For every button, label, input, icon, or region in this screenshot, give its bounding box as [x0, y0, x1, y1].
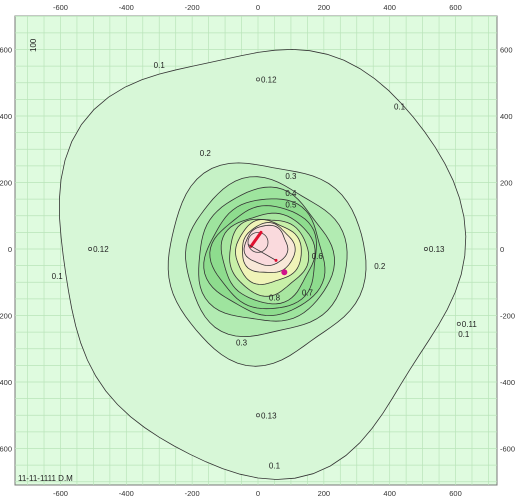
y-tick-right: -200	[500, 312, 515, 321]
x-tick-bottom: 600	[449, 489, 462, 498]
contour-label: 0.1	[269, 461, 281, 470]
x-tick-bottom: -600	[53, 489, 68, 498]
contour-label: 0.1	[394, 102, 406, 111]
contour-center-line	[243, 224, 289, 266]
date-stamp: 11-11-1111 D.M	[18, 474, 73, 483]
contour-label: 0.3	[285, 172, 297, 181]
receptor-marker	[281, 269, 288, 276]
point-value-label: 0.12	[93, 245, 109, 254]
contour-0.6-line	[209, 205, 317, 310]
contour-lines	[58, 48, 467, 480]
contour-label: 0.6	[312, 252, 324, 261]
contour-0.2-line	[167, 162, 367, 367]
contour-0.8-line	[229, 218, 310, 297]
y-tick-right: 0	[500, 245, 504, 254]
y-tick-left: -400	[0, 378, 12, 387]
y-tick-left: -200	[0, 312, 12, 321]
contour-label: 0.3	[236, 338, 248, 347]
y-tick-left: 200	[0, 179, 12, 188]
direction-line	[247, 244, 277, 261]
x-tick-bottom: 0	[256, 489, 260, 498]
contour-label: 0.1	[52, 272, 64, 281]
contour-labels: 0.1 0.1 0.1 0.1 0.1 0.2 0.2 0.3 0.3 0.4 0.5 0.6 0.7 0…	[52, 61, 478, 471]
y-tick-left: 600	[0, 46, 12, 55]
contour-1.0-line	[242, 222, 296, 273]
x-tick-top: -200	[185, 3, 200, 12]
value-point	[256, 413, 260, 418]
x-tick-top: -400	[119, 3, 134, 12]
y-tick-left: 400	[0, 112, 12, 121]
contour-label: 0.1	[458, 330, 470, 339]
x-tick-bottom: 400	[383, 489, 396, 498]
contour-label: 0.2	[374, 262, 386, 271]
y-tick-right: -400	[500, 378, 515, 387]
contour-label: 0.2	[200, 149, 212, 158]
value-point	[423, 247, 428, 251]
axis-tick-labels: -600 -600 -400 -400 -200 -200 0 0 200 200 400 400 60…	[0, 3, 515, 498]
source-marker	[249, 230, 263, 248]
contour-0.5-line	[203, 198, 326, 317]
scale-label: 100	[29, 38, 38, 52]
source-point	[274, 258, 278, 262]
point-value-label: 0.13	[261, 411, 277, 420]
contour-0.3-line	[185, 176, 348, 338]
markers	[247, 230, 288, 276]
contour-0.1-line	[58, 48, 467, 480]
value-point	[456, 321, 461, 326]
contour-0.4-line	[198, 186, 335, 322]
contour-label: 0.7	[302, 289, 314, 298]
contour-label: 0.8	[269, 294, 281, 303]
source-ring	[247, 231, 269, 253]
contour-0.9-line	[235, 219, 302, 285]
y-tick-right: 400	[500, 112, 513, 121]
y-tick-right: 600	[500, 46, 513, 55]
x-tick-bottom: 200	[318, 489, 331, 498]
y-tick-left: 0	[8, 245, 12, 254]
x-tick-top: 600	[449, 3, 462, 12]
value-point	[88, 247, 93, 251]
x-tick-bottom: -200	[185, 489, 200, 498]
x-tick-top: -600	[53, 3, 68, 12]
contour-label: 0.1	[154, 61, 166, 70]
x-tick-top: 400	[383, 3, 396, 12]
x-tick-bottom: -400	[119, 489, 134, 498]
point-value-label: 0.12	[261, 75, 277, 84]
contour-0.7-line	[220, 212, 316, 305]
value-point	[256, 77, 260, 82]
point-value-label: 0.13	[429, 245, 445, 254]
contour-center-fill	[244, 225, 288, 266]
x-tick-top: 200	[318, 3, 331, 12]
y-tick-right: 200	[500, 179, 513, 188]
y-tick-left: -600	[0, 445, 12, 454]
point-value-label: 0.11	[462, 320, 478, 329]
contour-label: 0.4	[285, 189, 297, 198]
contour-label: 0.5	[285, 200, 297, 209]
x-tick-top: 0	[256, 3, 260, 12]
y-tick-right: -600	[500, 445, 515, 454]
